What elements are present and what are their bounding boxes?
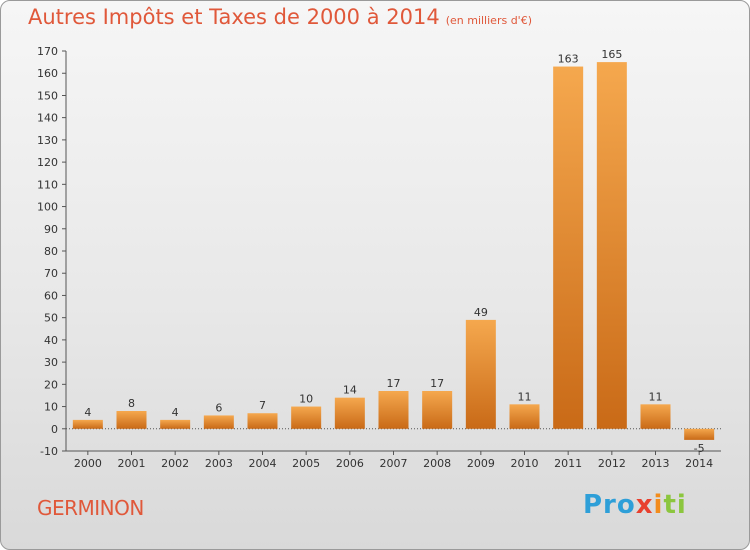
bar-2000 [72, 419, 103, 429]
y-tick-label: 140 [37, 112, 58, 125]
value-label-2014: -5 [694, 442, 705, 455]
y-tick-label: 150 [37, 89, 58, 102]
commune-name: GERMINON [37, 496, 144, 520]
y-tick-label: 0 [51, 423, 58, 436]
bar-2006 [334, 397, 365, 429]
x-tick-label: 2013 [642, 457, 670, 470]
x-tick-label: 2003 [205, 457, 233, 470]
data-labels: 4 8 4 6 7 10 14 17 17 49 11 163 165 11 -5 [84, 48, 704, 455]
value-label-2000: 4 [84, 406, 91, 419]
y-tick-label: 10 [44, 401, 58, 414]
bar-2011 [553, 66, 584, 429]
y-tick-label: 120 [37, 156, 58, 169]
y-tick-label: 40 [44, 334, 58, 347]
y-tick-label: 130 [37, 134, 58, 147]
x-tick-label: 2008 [423, 457, 451, 470]
proxiti-logo[interactable]: Proxiti [583, 490, 687, 520]
bar-2014 [684, 428, 715, 440]
value-label-2004: 7 [259, 399, 266, 412]
x-tick-label: 2006 [336, 457, 364, 470]
bar-2010 [509, 404, 540, 429]
x-tick-label: 2014 [685, 457, 713, 470]
value-label-2011: 163 [558, 53, 579, 66]
value-label-2002: 4 [172, 406, 179, 419]
value-label-2008: 17 [430, 377, 444, 390]
value-label-2003: 6 [215, 401, 222, 414]
bar-2001 [116, 411, 147, 429]
logo-part: i [653, 490, 664, 520]
bar-2004 [247, 413, 278, 429]
x-tick-label: 2001 [118, 457, 146, 470]
chart-title: Autres Impôts et Taxes de 2000 à 2014 (en… [28, 5, 532, 29]
logo-part: Pro [583, 490, 636, 520]
x-tick-label: 2000 [74, 457, 102, 470]
bar-2003 [203, 415, 234, 429]
value-label-2001: 8 [128, 397, 135, 410]
logo-part: x [635, 490, 654, 520]
x-tick-label: 2010 [511, 457, 539, 470]
bar-2007 [378, 391, 409, 429]
bar-2012 [596, 62, 627, 429]
x-tick-label: 2009 [467, 457, 495, 470]
bar-2008 [422, 391, 453, 429]
y-tick-label: 110 [37, 178, 58, 191]
bar-2002 [160, 419, 191, 429]
value-label-2007: 17 [387, 377, 401, 390]
value-label-2005: 10 [299, 393, 313, 406]
y-tick-label: 170 [37, 45, 58, 58]
y-tick-label: 20 [44, 378, 58, 391]
bars [72, 62, 715, 440]
bar-2009 [465, 319, 496, 429]
value-label-2009: 49 [474, 306, 488, 319]
value-label-2012: 165 [601, 48, 622, 61]
unit-note: (en milliers d'€) [445, 14, 532, 27]
x-tick-label: 2004 [249, 457, 277, 470]
y-tick-label: 30 [44, 356, 58, 369]
y-tick-label: -10 [40, 445, 58, 458]
y-tick-label: 160 [37, 67, 58, 80]
y-tick-label: 50 [44, 312, 58, 325]
chart-title-text: Autres Impôts et Taxes de 2000 à 2014 [28, 5, 440, 29]
y-tick-label: 100 [37, 201, 58, 214]
y-tick-label: 70 [44, 267, 58, 280]
axes: -10 0 10 20 30 40 50 60 70 80 90 100 110 120 130 140 150… [37, 45, 721, 470]
value-label-2013: 11 [649, 390, 663, 403]
x-tick-label: 2011 [554, 457, 582, 470]
bar-2005 [291, 406, 322, 429]
x-tick-label: 2005 [292, 457, 320, 470]
x-tick-label: 2007 [380, 457, 408, 470]
bar-2013 [640, 404, 671, 429]
y-tick-label: 90 [44, 223, 58, 236]
y-tick-label: 80 [44, 245, 58, 258]
logo-part: ti [663, 490, 687, 520]
x-tick-label: 2002 [161, 457, 189, 470]
y-tick-label: 60 [44, 289, 58, 302]
value-label-2006: 14 [343, 384, 357, 397]
value-label-2010: 11 [518, 390, 532, 403]
x-tick-label: 2012 [598, 457, 626, 470]
